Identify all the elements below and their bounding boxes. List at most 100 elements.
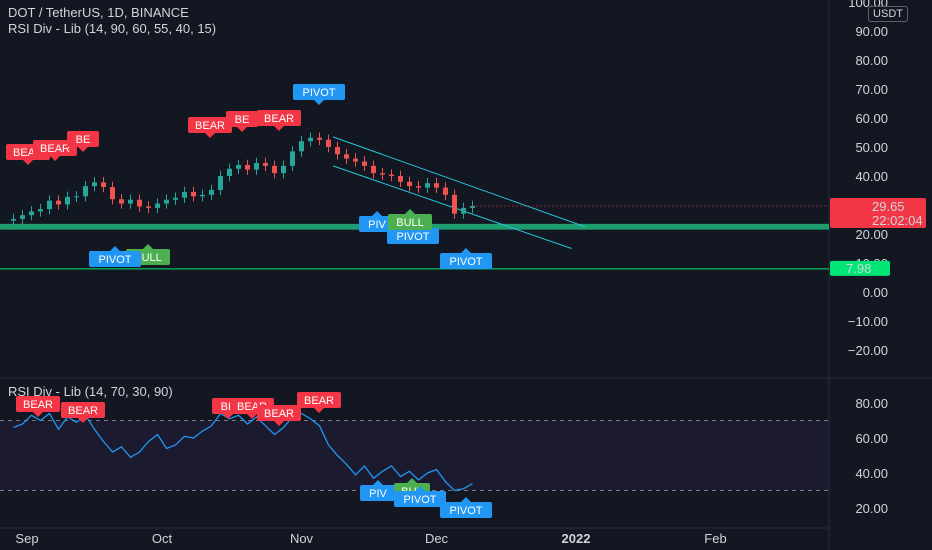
candle-body [443,187,448,195]
bear-signal-label: BEAR [61,402,105,423]
candle-body [128,199,133,204]
price-tick-label: 40.00 [855,169,888,184]
rsi-band-fill [0,420,829,491]
candle-body [335,147,340,155]
label-pointer [415,486,425,491]
label-box [297,392,341,408]
label-text: BE [235,114,250,126]
candle-body [155,203,160,208]
label-text: BEAR [195,120,225,132]
candle-body [245,164,250,170]
label-pointer [223,414,233,419]
label-pointer [205,133,215,138]
label-box [394,491,446,507]
candle-body [461,207,466,214]
rsi-tick-label: 40.00 [855,466,888,481]
price-tick-label: 20.00 [855,227,888,242]
candle-body [236,164,241,169]
pivot-signal-label: PIVOT [440,497,492,518]
candle-body [146,206,151,208]
candle-body [263,162,268,166]
price-tick-label: 70.00 [855,82,888,97]
bear-signal-label: BEAR [188,117,232,138]
last-price-badge [830,198,926,229]
label-text: PIVOT [396,231,429,243]
candle-body [227,168,232,176]
candle-body [164,199,169,204]
bear-signal-label: BEAR [16,396,60,417]
label-pointer [247,414,257,419]
label-text: BEAR [264,113,294,125]
label-box [16,396,60,412]
price-tick-label: 100.00 [848,0,888,10]
price-tick-label: 50.00 [855,140,888,155]
label-box [33,140,77,156]
label-box [440,502,492,518]
candle-body [209,189,214,195]
time-tick-label: Sep [15,531,38,546]
pivot-signal-label: PIVOT [89,246,141,267]
candle-body [326,139,331,147]
time-tick-label: 2022 [562,531,591,546]
bear-signal-label: BEAR [257,405,301,426]
support-price-badge [830,260,890,276]
candle-body [344,154,349,159]
candle-body [173,197,178,200]
candle-body [65,196,70,205]
label-pointer [314,408,324,413]
bull-signal-label: BULL [388,209,432,230]
candle-body [38,209,43,212]
price-tick-label: −10.00 [848,314,888,329]
label-text: BE [76,134,91,146]
label-text: BEAR [68,405,98,417]
currency-button[interactable]: USDT [868,6,908,22]
label-text: BULL [396,217,424,229]
channel-upper-line [332,136,586,228]
candle-body [299,141,304,152]
label-box [67,131,99,147]
price-tick-label: 0.00 [863,285,888,300]
candle-body [83,186,88,197]
candle-body [470,206,475,208]
candle-body [398,176,403,182]
label-pointer [274,126,284,131]
label-box [360,485,396,501]
price-tick-label: −20.00 [848,343,888,358]
label-text: BEAR [23,399,53,411]
label-text: BEAR [264,408,294,420]
pivot-signal-label: PIVOT [394,486,446,507]
price-tick-label: 60.00 [855,111,888,126]
label-pointer [461,497,471,502]
rsi-tick-label: 20.00 [855,501,888,516]
label-text: PIVOT [449,256,482,268]
label-pointer [373,480,383,485]
label-box [440,253,492,269]
label-pointer [50,156,60,161]
label-pointer [237,127,247,132]
candle-body [308,137,313,142]
rsi-indicator-title: RSI Div - Lib (14, 70, 30, 90) [8,384,173,399]
bear-signal-label: BEAR [297,392,341,413]
label-box [388,214,432,230]
candle-body [254,162,259,170]
candle-body [407,181,412,187]
candle-body [191,191,196,197]
candle-body [74,196,79,198]
label-pointer [274,421,284,426]
candle-body [380,173,385,175]
label-text: PIVOT [449,505,482,517]
bear-signal-label: BE [67,131,99,152]
rsi-tick-label: 80.00 [855,396,888,411]
label-pointer [407,478,417,483]
candle-body [218,176,223,190]
candle-body [353,158,358,162]
label-text: PIV [369,488,387,500]
label-box [387,228,439,244]
time-tick-label: Nov [290,531,314,546]
candle-body [200,194,205,197]
label-box [188,117,232,133]
pivot-signal-label: PIV [359,211,395,232]
label-box [257,110,301,126]
time-tick-label: Feb [704,531,726,546]
